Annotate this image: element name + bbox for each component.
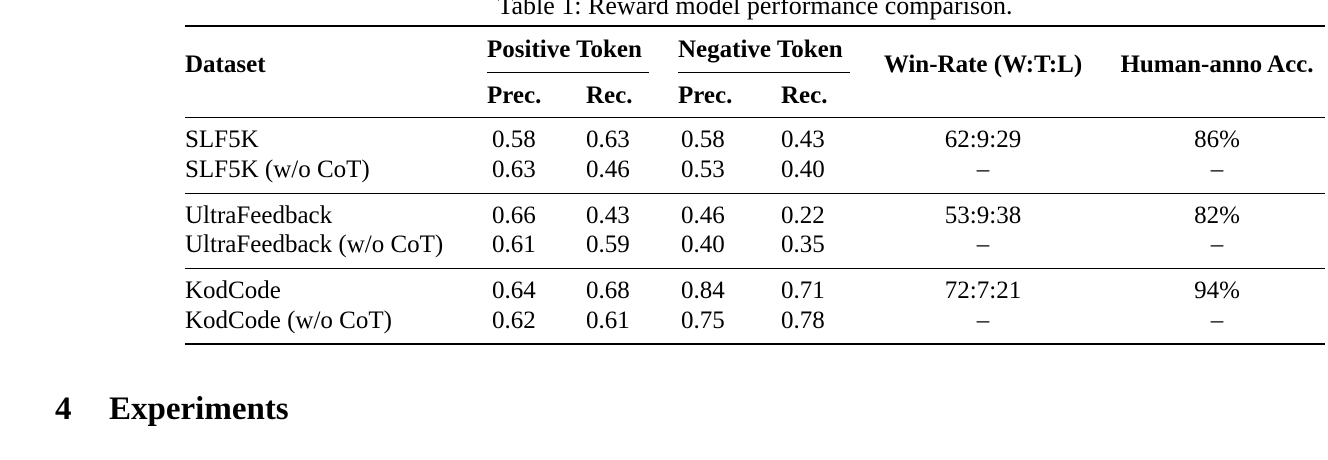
cell-neg-rec: 0.43 bbox=[781, 126, 825, 153]
header-human-anno-acc: Human-anno Acc. bbox=[1120, 51, 1314, 78]
group-separator-rule bbox=[185, 193, 1325, 194]
cell-neg-rec: 0.71 bbox=[781, 277, 825, 304]
cell-human-acc: 86% bbox=[1194, 126, 1240, 153]
positive-token-underline bbox=[487, 72, 649, 73]
cell-neg-rec: 0.22 bbox=[781, 202, 825, 229]
header-negative-token: Negative Token bbox=[678, 36, 843, 63]
cell-pos-rec: 0.63 bbox=[586, 126, 630, 153]
cell-human-acc: 82% bbox=[1194, 202, 1240, 229]
cell-win-rate: – bbox=[976, 307, 990, 334]
cell-neg-prec: 0.46 bbox=[681, 202, 725, 229]
cell-human-acc: – bbox=[1210, 307, 1224, 334]
cell-win-rate: – bbox=[976, 231, 990, 258]
cell-neg-prec: 0.84 bbox=[681, 277, 725, 304]
cell-pos-rec: 0.61 bbox=[586, 307, 630, 334]
header-win-rate: Win-Rate (W:T:L) bbox=[883, 51, 1083, 78]
header-negative-rec: Rec. bbox=[781, 82, 828, 109]
cell-dataset: KodCode bbox=[185, 277, 281, 304]
cell-dataset: SLF5K (w/o CoT) bbox=[185, 156, 370, 183]
header-dataset: Dataset bbox=[185, 51, 266, 78]
table-top-rule bbox=[185, 25, 1325, 27]
cell-pos-prec: 0.66 bbox=[492, 202, 536, 229]
cell-pos-prec: 0.58 bbox=[492, 126, 536, 153]
cell-human-acc: – bbox=[1210, 231, 1224, 258]
cell-neg-rec: 0.35 bbox=[781, 231, 825, 258]
cell-pos-rec: 0.68 bbox=[586, 277, 630, 304]
cell-pos-prec: 0.64 bbox=[492, 277, 536, 304]
cell-neg-prec: 0.58 bbox=[681, 126, 725, 153]
cell-neg-rec: 0.78 bbox=[781, 307, 825, 334]
cell-neg-prec: 0.40 bbox=[681, 231, 725, 258]
table-header-rule bbox=[185, 117, 1325, 118]
cell-pos-prec: 0.63 bbox=[492, 156, 536, 183]
cell-human-acc: – bbox=[1210, 156, 1224, 183]
cell-win-rate: 72:7:21 bbox=[944, 277, 1022, 304]
negative-token-underline bbox=[678, 72, 850, 73]
cell-neg-prec: 0.75 bbox=[681, 307, 725, 334]
section-heading: Experiments bbox=[109, 391, 289, 427]
cell-pos-prec: 0.61 bbox=[492, 231, 536, 258]
cell-pos-prec: 0.62 bbox=[492, 307, 536, 334]
group-separator-rule bbox=[185, 268, 1325, 269]
cell-neg-rec: 0.40 bbox=[781, 156, 825, 183]
cell-pos-rec: 0.59 bbox=[586, 231, 630, 258]
table-caption: Table 1: Reward model performance compar… bbox=[497, 0, 1013, 20]
header-positive-token: Positive Token bbox=[487, 36, 642, 63]
cell-dataset: UltraFeedback (w/o CoT) bbox=[185, 231, 444, 258]
header-positive-rec: Rec. bbox=[586, 82, 633, 109]
cell-human-acc: 94% bbox=[1194, 277, 1240, 304]
cell-neg-prec: 0.53 bbox=[681, 156, 725, 183]
cell-pos-rec: 0.46 bbox=[586, 156, 630, 183]
cell-pos-rec: 0.43 bbox=[586, 202, 630, 229]
cell-dataset: KodCode (w/o CoT) bbox=[185, 307, 392, 334]
cell-win-rate: 53:9:38 bbox=[944, 202, 1022, 229]
section-number: 4 bbox=[55, 391, 72, 427]
header-positive-prec: Prec. bbox=[487, 82, 542, 109]
table-bottom-rule bbox=[185, 343, 1325, 345]
header-negative-prec: Prec. bbox=[678, 82, 733, 109]
cell-dataset: SLF5K bbox=[185, 126, 259, 153]
cell-win-rate: 62:9:29 bbox=[944, 126, 1022, 153]
cell-dataset: UltraFeedback bbox=[185, 202, 333, 229]
cell-win-rate: – bbox=[976, 156, 990, 183]
